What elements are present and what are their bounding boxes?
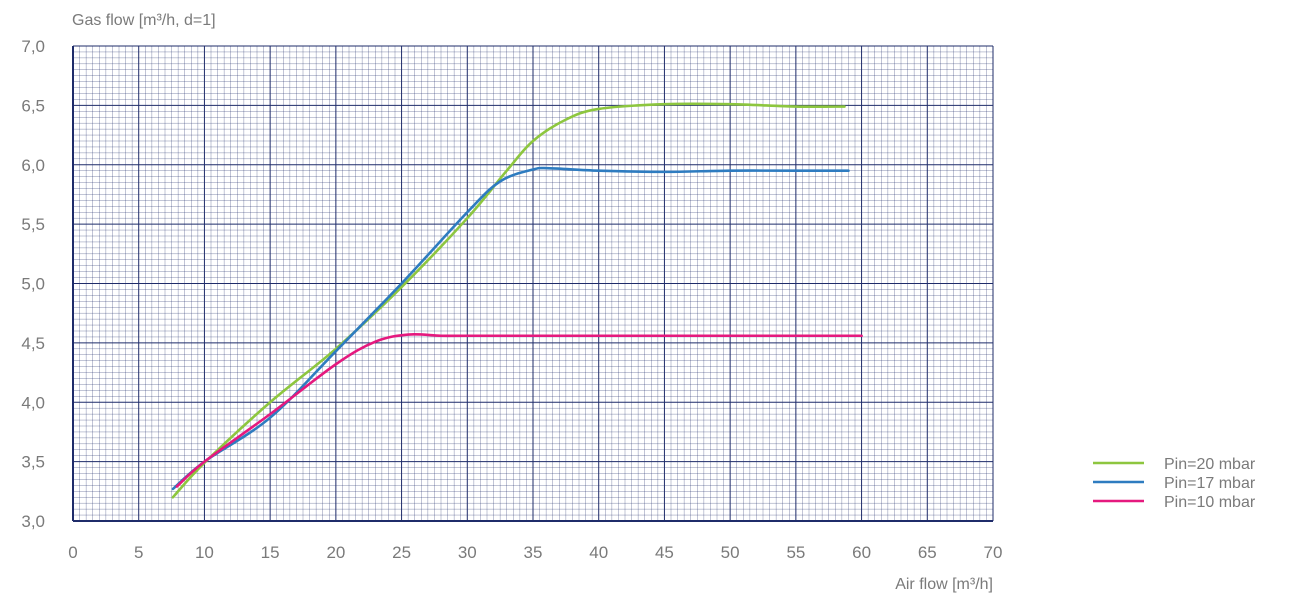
- x-tick-label: 45: [655, 543, 674, 562]
- series-lines: [171, 102, 863, 499]
- series-line-pin-10-mbar: [175, 333, 863, 488]
- legend-label-pin-10-mbar: Pin=10 mbar: [1164, 494, 1256, 511]
- legend: Pin=20 mbar Pin=17 mbar Pin=10 mbar: [1093, 456, 1256, 511]
- x-tick-label: 55: [786, 543, 805, 562]
- x-tick-label: 20: [326, 543, 345, 562]
- y-tick-label: 7,0: [21, 37, 45, 56]
- x-tick-label: 25: [392, 543, 411, 562]
- x-tick-label: 15: [261, 543, 280, 562]
- y-tick-label: 3,0: [21, 512, 45, 531]
- x-tick-label: 60: [852, 543, 871, 562]
- y-tick-label: 4,5: [21, 334, 45, 353]
- x-tick-label: 40: [589, 543, 608, 562]
- y-tick-label: 6,5: [21, 96, 45, 115]
- y-tick-label: 3,5: [21, 453, 45, 472]
- x-tick-labels: 0 5 10 15 20 25 30 35 40 45 50 55 60 65 70: [68, 543, 1002, 562]
- x-tick-label: 65: [918, 543, 937, 562]
- x-axis-title: Air flow [m³/h]: [895, 576, 993, 593]
- x-tick-label: 70: [984, 543, 1003, 562]
- y-tick-label: 6,0: [21, 156, 45, 175]
- y-tick-label: 5,5: [21, 215, 45, 234]
- axes: [72, 45, 994, 522]
- x-tick-label: 0: [68, 543, 77, 562]
- series-line-pin-20-mbar: [171, 102, 846, 499]
- legend-label-pin-20-mbar: Pin=20 mbar: [1164, 456, 1256, 473]
- x-tick-label: 10: [195, 543, 214, 562]
- legend-label-pin-17-mbar: Pin=17 mbar: [1164, 475, 1256, 492]
- y-tick-label: 4,0: [21, 393, 45, 412]
- y-axis-title: Gas flow [m³/h, d=1]: [72, 12, 216, 29]
- x-tick-label: 30: [458, 543, 477, 562]
- x-tick-label: 5: [134, 543, 143, 562]
- x-tick-label: 50: [721, 543, 740, 562]
- y-tick-label: 5,0: [21, 275, 45, 294]
- x-tick-label: 35: [524, 543, 543, 562]
- y-tick-labels: 3,0 3,5 4,0 4,5 5,0 5,5 6,0 6,5 7,0: [21, 37, 45, 531]
- series-line-pin-17-mbar: [171, 166, 850, 491]
